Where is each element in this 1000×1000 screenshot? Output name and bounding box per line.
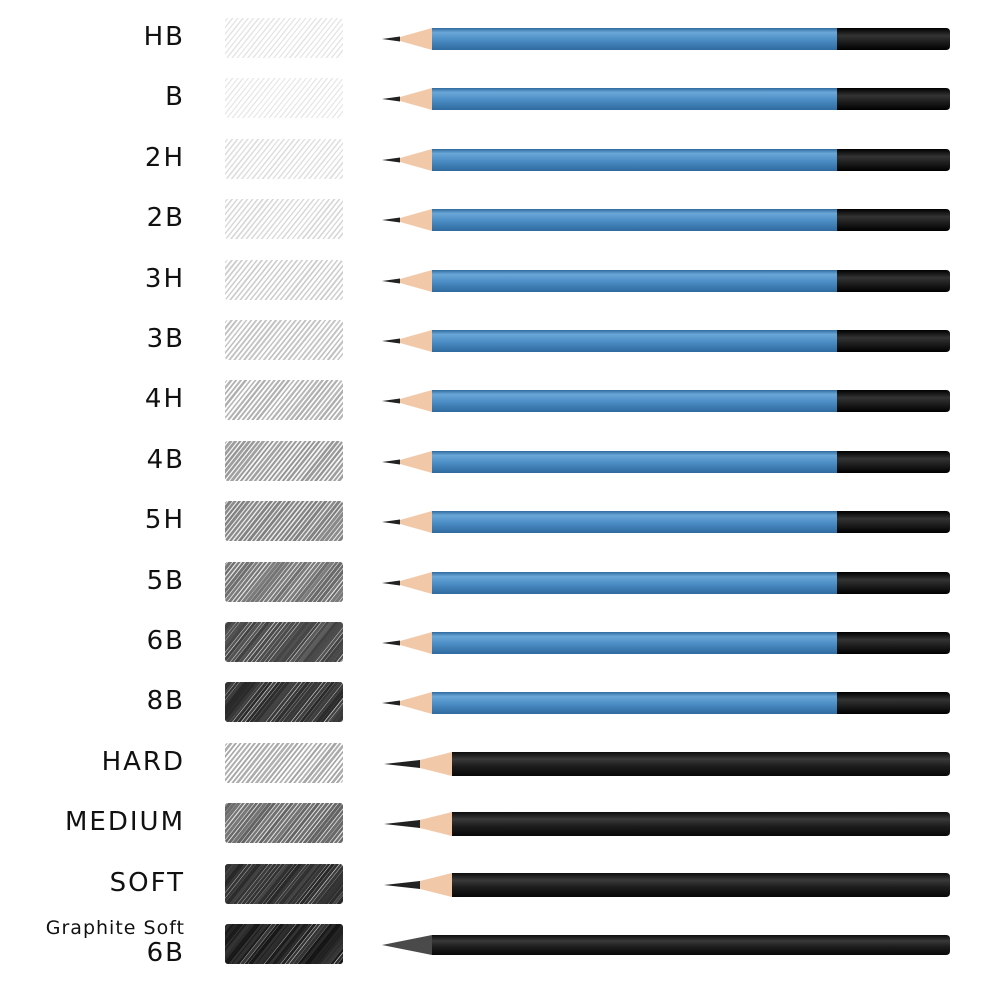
grade-label: HARD <box>101 746 185 777</box>
graphite-shading-swatch-icon <box>225 682 343 723</box>
pencil-icon <box>384 872 950 897</box>
pencil-row: 2H <box>0 131 1000 191</box>
pencil-icon <box>382 148 950 171</box>
pencil-row: SOFT <box>0 856 1000 916</box>
pencil-row: 3B <box>0 312 1000 372</box>
pencil-row: HB <box>0 10 1000 70</box>
pencil-row: HARD <box>0 735 1000 795</box>
graphite-shading-swatch-icon <box>225 561 343 602</box>
pencil-icon <box>382 632 950 654</box>
pencil-row: 5B <box>0 554 1000 614</box>
grade-label-line-2: 6B <box>146 938 185 968</box>
pencil-icon <box>382 209 950 232</box>
grade-label: SOFT <box>109 867 185 898</box>
grade-label: 8B <box>146 686 185 717</box>
pencil-row: B <box>0 70 1000 130</box>
pencil-icon <box>382 88 950 111</box>
pencil-icon <box>382 390 950 413</box>
graphite-shading-swatch-icon <box>225 863 343 904</box>
grade-label: 5H <box>144 505 185 536</box>
pencil-icon <box>382 269 950 292</box>
grade-label-line-1: Graphite Soft <box>45 917 185 939</box>
pencil-icon <box>382 692 950 715</box>
pencil-row: Graphite Soft 6B <box>0 916 1000 976</box>
graphite-shading-swatch-icon <box>225 78 343 119</box>
grade-label: 2B <box>146 203 185 234</box>
pencil-row: 8B <box>0 674 1000 734</box>
pencil-row: 3H <box>0 252 1000 312</box>
pencil-icon <box>382 511 950 534</box>
pencil-icon <box>382 330 950 352</box>
grade-label: 2H <box>144 142 185 173</box>
graphite-shading-swatch-icon <box>225 924 343 964</box>
grade-label: 5B <box>146 565 185 596</box>
graphite-shading-swatch-icon <box>225 501 343 542</box>
graphite-shading-swatch-icon <box>225 622 343 662</box>
grade-label: HB <box>143 22 185 52</box>
pencil-row: 5H <box>0 493 1000 553</box>
pencil-icon <box>382 935 950 955</box>
graphite-shading-swatch-icon <box>225 742 343 783</box>
graphite-shading-swatch-icon <box>225 199 343 240</box>
pencil-row: 2B <box>0 191 1000 251</box>
grade-label: 6B <box>146 626 185 656</box>
pencil-row: 4H <box>0 372 1000 432</box>
grade-label: 3B <box>146 324 185 354</box>
pencil-row: 6B <box>0 614 1000 674</box>
grade-label: 4H <box>144 384 185 415</box>
graphite-shading-swatch-icon <box>225 380 343 421</box>
pencil-row: 4B <box>0 433 1000 493</box>
graphite-shading-swatch-icon <box>225 259 343 300</box>
pencil-icon <box>384 751 950 776</box>
graphite-shading-swatch-icon <box>225 18 343 58</box>
grade-label: MEDIUM <box>64 807 185 838</box>
pencil-icon <box>382 450 950 473</box>
pencil-icon <box>382 571 950 594</box>
graphite-shading-swatch-icon <box>225 440 343 481</box>
graphite-shading-swatch-icon <box>225 138 343 179</box>
grade-label: B <box>165 82 185 113</box>
pencil-icon <box>382 28 950 50</box>
graphite-shading-swatch-icon <box>225 320 343 360</box>
grade-label: Graphite Soft 6B <box>46 918 185 968</box>
graphite-shading-swatch-icon <box>225 803 343 844</box>
grade-label: 3H <box>144 263 185 294</box>
pencil-icon <box>384 812 950 837</box>
pencil-row: MEDIUM <box>0 795 1000 855</box>
grade-label: 4B <box>146 444 185 475</box>
